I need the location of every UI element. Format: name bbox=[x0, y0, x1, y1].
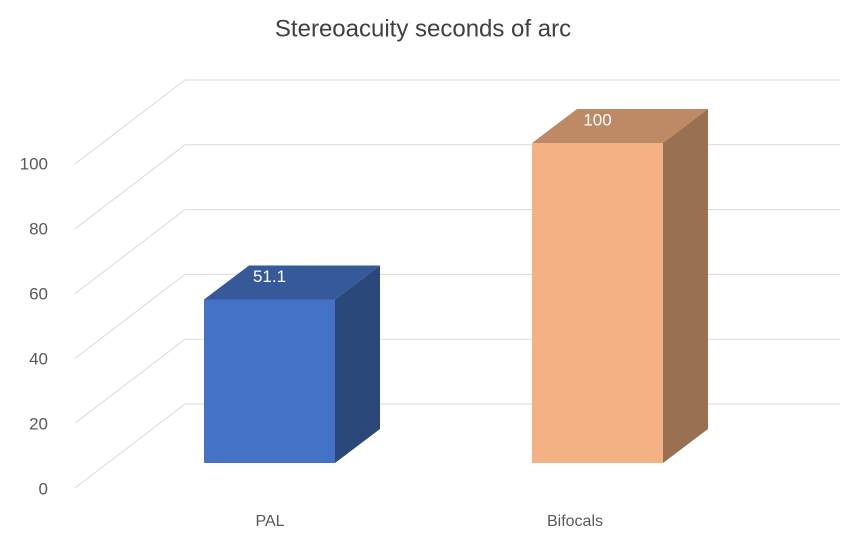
data-label: 51.1 bbox=[253, 267, 286, 286]
y-tick-label: 80 bbox=[29, 219, 48, 238]
bar-top bbox=[532, 109, 708, 143]
y-tick-label: 40 bbox=[29, 349, 48, 368]
x-tick-label: PAL bbox=[255, 513, 284, 530]
chart-title: Stereoacuity seconds of arc bbox=[275, 15, 571, 42]
y-tick-label: 60 bbox=[29, 284, 48, 303]
bar-side bbox=[335, 265, 380, 463]
bar bbox=[204, 299, 335, 463]
bar bbox=[532, 143, 663, 463]
grid-line bbox=[74, 209, 840, 294]
grid-line bbox=[74, 144, 840, 230]
y-tick-label: 100 bbox=[20, 154, 48, 173]
bar-side bbox=[663, 109, 708, 463]
y-tick-label: 0 bbox=[39, 479, 48, 498]
grid-line bbox=[74, 338, 840, 424]
y-tick-label: 20 bbox=[29, 414, 48, 433]
x-tick-label: Bifocals bbox=[547, 513, 603, 530]
grid-line bbox=[74, 403, 840, 489]
grid-line bbox=[74, 273, 840, 359]
data-label: 100 bbox=[583, 110, 611, 129]
bar-top bbox=[204, 265, 380, 300]
grid-line bbox=[74, 79, 840, 165]
